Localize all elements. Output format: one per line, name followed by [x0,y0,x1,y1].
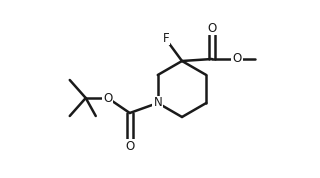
Text: O: O [207,22,217,35]
Text: O: O [103,91,112,104]
Text: O: O [232,53,242,66]
Text: N: N [153,96,162,109]
Text: F: F [163,32,169,44]
Text: O: O [125,140,134,153]
